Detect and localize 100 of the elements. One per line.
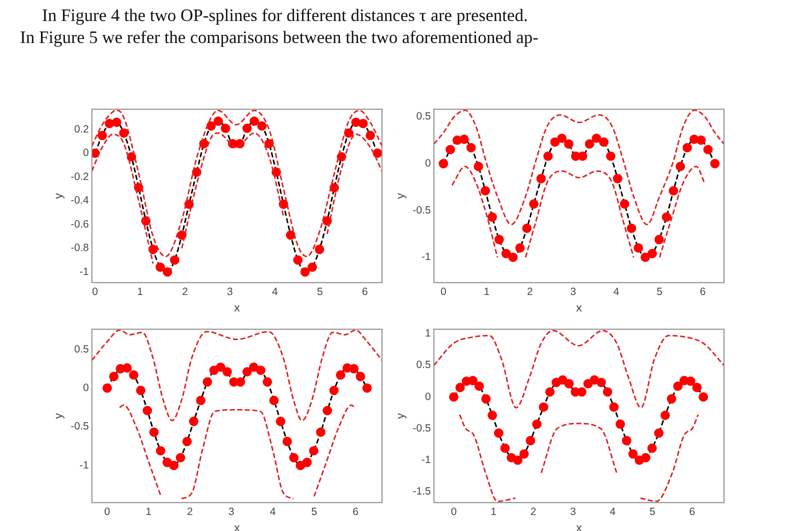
- x-tick-label: 4: [270, 506, 276, 518]
- point: [112, 118, 122, 128]
- point: [703, 144, 713, 154]
- x-tick-label: 5: [311, 506, 318, 518]
- x-tick-label: 5: [650, 506, 656, 518]
- line-series: [434, 330, 724, 408]
- point: [214, 116, 223, 126]
- point: [162, 267, 172, 277]
- point: [538, 402, 548, 412]
- point: [622, 436, 632, 446]
- point: [557, 134, 567, 144]
- point: [584, 139, 594, 149]
- point: [468, 376, 478, 386]
- x-tick-label: 3: [570, 506, 576, 518]
- x-tick-label: 6: [352, 506, 359, 518]
- point: [526, 436, 536, 446]
- point: [494, 428, 504, 438]
- point: [286, 230, 296, 240]
- point: [362, 383, 372, 393]
- point: [508, 252, 518, 262]
- point: [481, 394, 491, 404]
- point: [596, 378, 606, 388]
- point: [529, 199, 538, 209]
- point: [550, 137, 560, 147]
- x-tick-label: 1: [490, 506, 497, 518]
- point: [634, 243, 644, 253]
- point: [654, 234, 664, 244]
- point: [446, 144, 456, 154]
- point: [170, 255, 180, 265]
- x-tick-label: 4: [272, 286, 278, 298]
- point: [513, 456, 522, 465]
- point: [293, 255, 303, 265]
- point: [612, 174, 622, 184]
- x-tick-label: 4: [613, 286, 620, 298]
- point: [358, 118, 368, 128]
- x-tick-label: 6: [689, 506, 696, 518]
- point: [257, 121, 267, 131]
- point: [692, 382, 702, 392]
- x-tick-label: 3: [570, 286, 576, 298]
- x-tick-label: 4: [610, 506, 616, 518]
- y-tick-label: 0: [83, 382, 90, 394]
- x-axis-title: x: [234, 302, 240, 314]
- x-tick-label: 2: [182, 286, 188, 298]
- point: [609, 402, 619, 412]
- x-tick-label: 2: [530, 506, 536, 518]
- point: [466, 143, 476, 152]
- point: [269, 396, 279, 406]
- point: [536, 174, 546, 184]
- point: [220, 124, 230, 133]
- point: [202, 377, 212, 387]
- y-tick-label: 0: [83, 147, 90, 160]
- point: [236, 377, 246, 387]
- point: [545, 387, 555, 397]
- point: [668, 186, 678, 196]
- point: [276, 416, 286, 426]
- point: [289, 453, 299, 462]
- point: [262, 377, 272, 387]
- y-tick-label: 0: [425, 158, 432, 170]
- point: [696, 136, 706, 145]
- x-tick-label: 0: [92, 286, 98, 298]
- point: [459, 134, 469, 144]
- y-tick-label: -0.8: [70, 242, 90, 254]
- point: [156, 262, 165, 272]
- point: [119, 128, 129, 138]
- point: [710, 158, 720, 168]
- x-tick-label: 1: [137, 286, 144, 298]
- y-axis-title: y: [53, 412, 66, 419]
- point: [142, 406, 152, 416]
- point: [641, 452, 650, 462]
- point: [316, 427, 326, 437]
- y-tick-label: 0.5: [416, 110, 432, 123]
- point: [676, 162, 686, 172]
- x-tick-label: 2: [526, 286, 533, 298]
- point: [620, 199, 630, 209]
- point: [662, 212, 672, 222]
- point: [149, 427, 159, 437]
- point: [626, 224, 636, 233]
- point: [302, 458, 312, 468]
- point: [673, 382, 683, 391]
- point: [366, 130, 376, 140]
- point: [196, 396, 206, 406]
- point: [501, 248, 511, 258]
- point: [564, 139, 574, 149]
- point: [249, 362, 258, 372]
- y-tick-label: 0: [425, 390, 432, 403]
- text: In Figure 5 we refer the comparisons between the two aforementioned ap-: [20, 26, 540, 48]
- point: [122, 363, 132, 373]
- y-tick-label: 1: [425, 328, 432, 340]
- point: [647, 444, 657, 453]
- point: [102, 383, 112, 393]
- point: [222, 367, 232, 377]
- point: [488, 212, 497, 222]
- point: [564, 378, 574, 388]
- x-axis-title: x: [576, 522, 582, 531]
- point: [488, 410, 498, 420]
- point: [543, 151, 553, 161]
- point: [242, 367, 252, 377]
- y-tick-label: -1: [422, 251, 432, 264]
- x-tick-label: 0: [450, 506, 457, 518]
- point: [242, 124, 252, 133]
